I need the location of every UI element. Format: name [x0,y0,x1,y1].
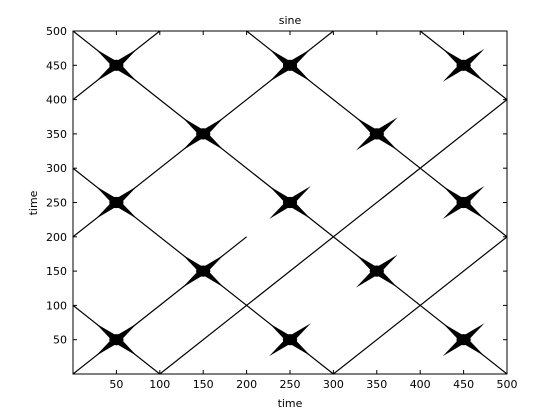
y-tick-label-300: 300 [46,162,67,175]
x-tick-label-250: 250 [280,378,301,391]
y-axis-label: time [27,190,40,215]
y-tick-label-500: 500 [46,25,67,38]
x-tick-label-50: 50 [109,378,123,391]
y-tick-label-400: 400 [46,94,67,107]
crossing-core-11 [282,59,298,71]
crossing-core-10 [109,59,124,71]
x-tick-label-450: 450 [453,378,474,391]
crossing-core-8 [196,128,211,140]
crossing-core-9 [369,128,384,140]
x-tick-label-200: 200 [236,378,257,391]
crossing-core-0 [109,334,124,346]
x-tick-label-300: 300 [323,378,344,391]
crossing-core-5 [109,196,124,209]
x-tick-label-500: 500 [497,378,518,391]
y-tick-label-350: 350 [46,128,67,141]
crossing-core-3 [196,265,211,277]
y-tick-label-150: 150 [46,265,67,278]
chart-title: sine [279,14,302,27]
x-tick-label-100: 100 [149,378,170,391]
y-tick-label-250: 250 [46,197,67,210]
plot-frame [72,30,508,375]
x-axis-label: time [278,397,303,410]
crossing-core-4 [369,265,384,277]
crossing-core-1 [282,334,298,346]
y-tick-label-100: 100 [46,299,67,312]
x-tick-label-400: 400 [410,378,431,391]
y-tick-label-200: 200 [46,231,67,244]
crossing-core-7 [456,196,471,209]
crossing-core-2 [456,334,471,346]
x-tick-label-150: 150 [193,378,214,391]
crossing-core-12 [456,59,471,71]
y-tick-label-450: 450 [46,59,67,72]
crossing-core-6 [282,196,298,209]
series-line-1 [73,31,335,238]
y-tick-label-50: 50 [53,334,67,347]
x-tick-label-350: 350 [366,378,387,391]
